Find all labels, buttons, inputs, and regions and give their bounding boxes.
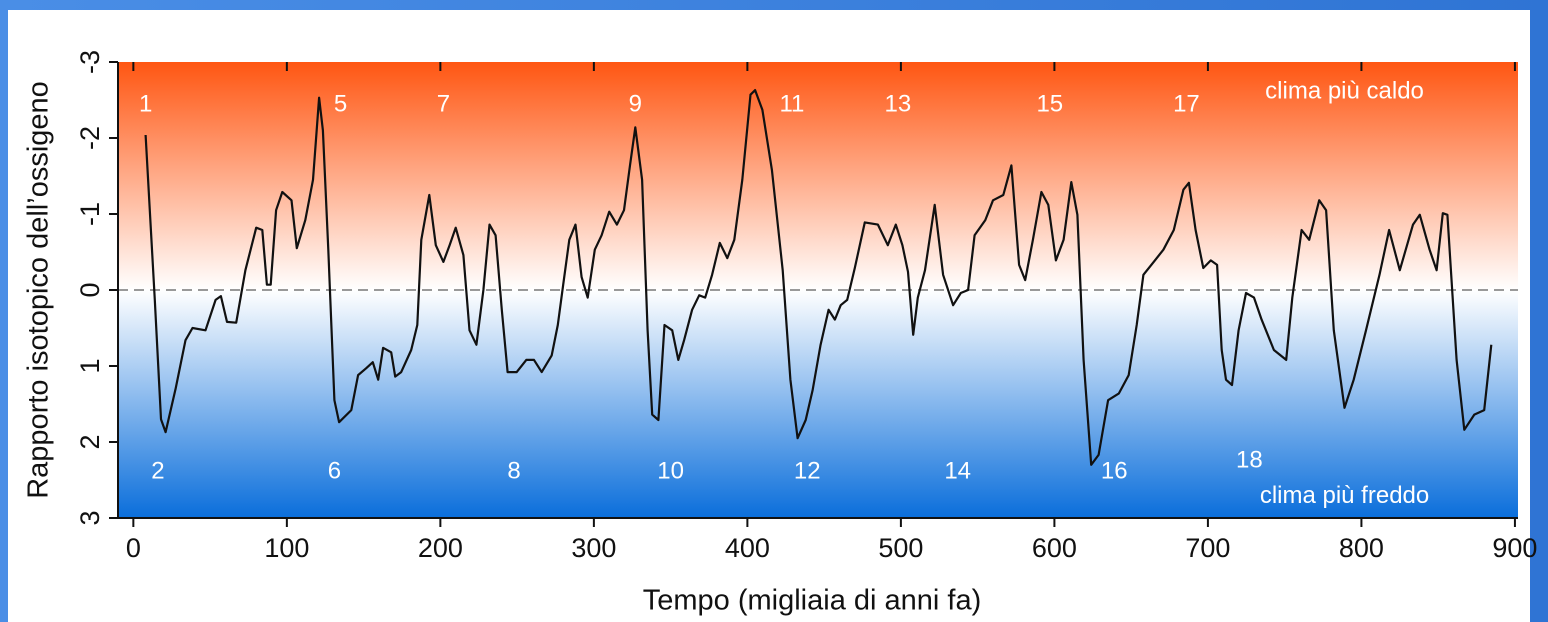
annotation: 7 [437, 91, 450, 118]
annotation: 17 [1173, 91, 1200, 118]
annotation: 8 [507, 458, 520, 485]
annotation: 14 [944, 458, 971, 485]
x-tick-label: 300 [571, 533, 616, 563]
annotation: 10 [657, 458, 684, 485]
data-line [144, 89, 1493, 466]
x-tick-label: 900 [1492, 533, 1537, 563]
annotation: 12 [794, 458, 821, 485]
y-tick-label: 2 [75, 434, 105, 449]
annotation: 16 [1101, 458, 1128, 485]
x-tick-label: 800 [1339, 533, 1384, 563]
x-tick-label: 100 [264, 533, 309, 563]
annotation: 1 [139, 91, 152, 118]
annotation: 9 [629, 91, 642, 118]
y-tick-label: 1 [75, 358, 105, 373]
annotation: 5 [334, 91, 347, 118]
x-tick-label: 0 [126, 533, 141, 563]
annotation: 2 [151, 458, 164, 485]
x-tick-label: 400 [725, 533, 770, 563]
y-tick-label: -2 [75, 126, 105, 150]
y-axis-title: Rapporto isotopico dell’ossigeno [23, 81, 55, 499]
x-tick-label: 200 [418, 533, 463, 563]
y-tick-label: -3 [75, 50, 105, 74]
annotation: 11 [779, 91, 804, 118]
annotation: 6 [328, 458, 341, 485]
annotation: clima più caldo [1265, 78, 1424, 105]
x-axis-title: Tempo (migliaia di anni fa) [643, 585, 981, 617]
annotation: 18 [1236, 446, 1263, 473]
x-tick-label: 600 [1032, 533, 1077, 563]
y-tick-label: 3 [75, 510, 105, 525]
annotation: clima più freddo [1260, 482, 1429, 509]
y-tick-label: -1 [75, 202, 105, 226]
x-tick-label: 500 [878, 533, 923, 563]
annotation: 13 [884, 91, 911, 118]
y-tick-label: 0 [75, 282, 105, 297]
annotation: 15 [1036, 91, 1063, 118]
x-tick-label: 700 [1185, 533, 1230, 563]
